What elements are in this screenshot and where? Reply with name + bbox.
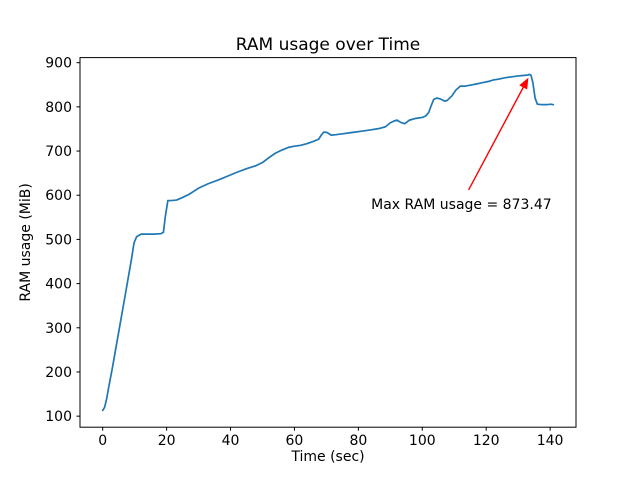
y-axis-ticks: 100 200 300 400 500 600 700 800 900 xyxy=(45,56,80,425)
y-tick-label: 100 xyxy=(45,409,72,425)
x-tick-label: 0 xyxy=(98,433,107,449)
ram-usage-line xyxy=(101,73,555,412)
x-tick-label: 60 xyxy=(286,433,304,449)
y-tick-label: 700 xyxy=(45,144,72,160)
y-tick-label: 300 xyxy=(45,321,72,337)
x-tick-label: 120 xyxy=(473,433,500,449)
y-axis-label: RAM usage (MiB) xyxy=(18,183,34,301)
x-tick-label: 100 xyxy=(409,433,436,449)
y-tick-label: 800 xyxy=(45,100,72,116)
annotation-label: Max RAM usage = 873.47 xyxy=(371,197,552,213)
y-tick-label: 600 xyxy=(45,188,72,204)
annotation-arrow xyxy=(468,82,527,191)
axes-frame xyxy=(79,57,577,428)
y-tick-label: 400 xyxy=(45,277,72,293)
x-tick-label: 40 xyxy=(222,433,240,449)
y-tick-label: 500 xyxy=(45,232,72,248)
annotation-arrowhead xyxy=(519,77,529,90)
y-tick-label: 200 xyxy=(45,365,72,381)
max-ram-annotation: Max RAM usage = 873.47 xyxy=(371,77,552,213)
x-tick-label: 80 xyxy=(349,433,367,449)
chart-title: RAM usage over Time xyxy=(236,35,420,55)
x-axis-ticks: 0 20 40 60 80 100 120 140 xyxy=(98,427,563,449)
y-tick-label: 900 xyxy=(45,56,72,72)
x-axis-label: Time (sec) xyxy=(290,449,364,465)
x-tick-label: 20 xyxy=(158,433,176,449)
x-tick-label: 140 xyxy=(537,433,564,449)
